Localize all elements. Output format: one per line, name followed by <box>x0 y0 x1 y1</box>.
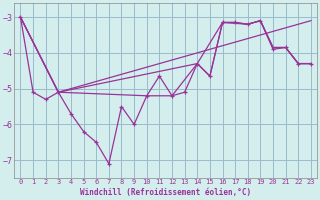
X-axis label: Windchill (Refroidissement éolien,°C): Windchill (Refroidissement éolien,°C) <box>80 188 251 197</box>
